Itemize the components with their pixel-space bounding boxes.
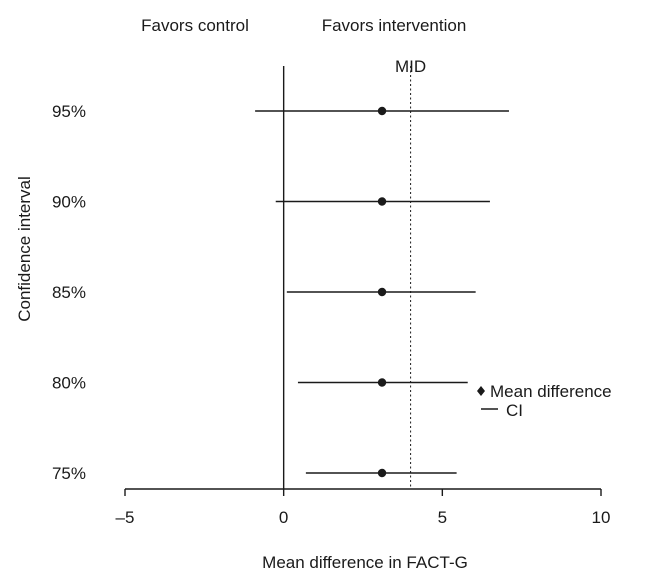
- legend-mean-difference-diamond-icon: [477, 386, 485, 396]
- y-tick-label: 95%: [52, 102, 86, 121]
- y-tick-label: 85%: [52, 283, 86, 302]
- legend-label-mean-difference: Mean difference: [490, 382, 612, 401]
- y-tick-label: 80%: [52, 374, 86, 393]
- legend: Mean difference CI: [477, 382, 612, 420]
- x-axis-label: Mean difference in FACT-G: [262, 553, 468, 572]
- x-tick-label: –5: [116, 508, 135, 527]
- reference-lines-layer: MID: [282, 57, 426, 489]
- annotation-favors-control: Favors control: [141, 16, 249, 35]
- mean-difference-point: [377, 106, 387, 116]
- x-tick-label: 10: [592, 508, 611, 527]
- annotation-favors-intervention: Favors intervention: [322, 16, 467, 35]
- mid-reference-label: MID: [395, 57, 426, 76]
- y-tick-label: 75%: [52, 464, 86, 483]
- legend-label-ci: CI: [506, 401, 523, 420]
- plot-marks-layer: [255, 106, 509, 478]
- mean-difference-point: [377, 287, 387, 297]
- y-tick-label: 90%: [52, 193, 86, 212]
- y-axis-label: Confidence interval: [15, 176, 34, 322]
- x-tick-label: 5: [438, 508, 447, 527]
- x-tick-label: 0: [279, 508, 288, 527]
- mean-difference-point: [377, 197, 387, 206]
- mean-difference-point: [377, 378, 387, 387]
- x-axis: –5 0 5 10 95% 90% 85% 80% 75%: [52, 102, 610, 527]
- mean-difference-point: [377, 468, 387, 478]
